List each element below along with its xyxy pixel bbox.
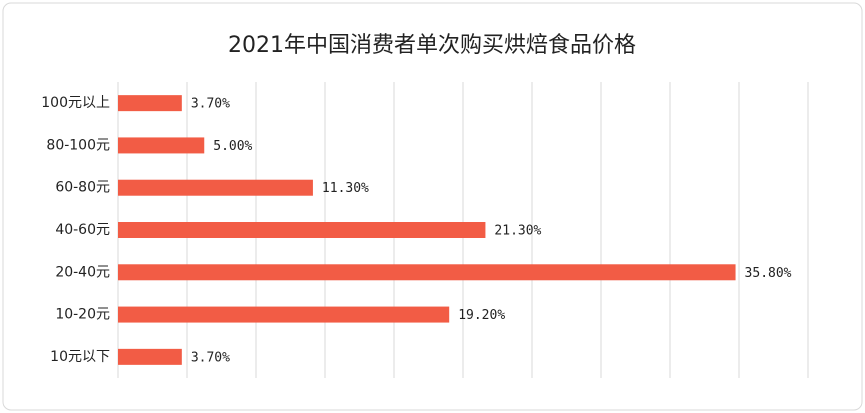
bar — [118, 95, 182, 112]
bar — [118, 179, 313, 196]
bar — [118, 137, 205, 154]
y-tick-label: 40-60元 — [55, 222, 110, 238]
value-label: 3.70% — [191, 97, 230, 112]
y-tick-label: 10-20元 — [55, 307, 110, 323]
bar — [118, 264, 736, 281]
y-tick-label: 80-100元 — [46, 137, 110, 153]
value-label: 21.30% — [494, 224, 541, 239]
value-label: 35.80% — [745, 266, 792, 281]
bar — [118, 348, 182, 365]
y-tick-label: 20-40元 — [55, 264, 110, 280]
value-label: 11.30% — [322, 181, 369, 196]
y-tick-label: 10元以下 — [50, 349, 110, 365]
chart-title: 2021年中国消费者单次购买烘焙食品价格 — [228, 33, 636, 58]
bar — [118, 306, 450, 323]
y-tick-label: 60-80元 — [55, 180, 110, 196]
value-label: 3.70% — [191, 350, 230, 365]
y-tick-label: 100元以上 — [41, 95, 110, 111]
value-label: 19.20% — [458, 308, 505, 323]
value-label: 5.00% — [213, 139, 252, 154]
bar — [118, 222, 486, 238]
